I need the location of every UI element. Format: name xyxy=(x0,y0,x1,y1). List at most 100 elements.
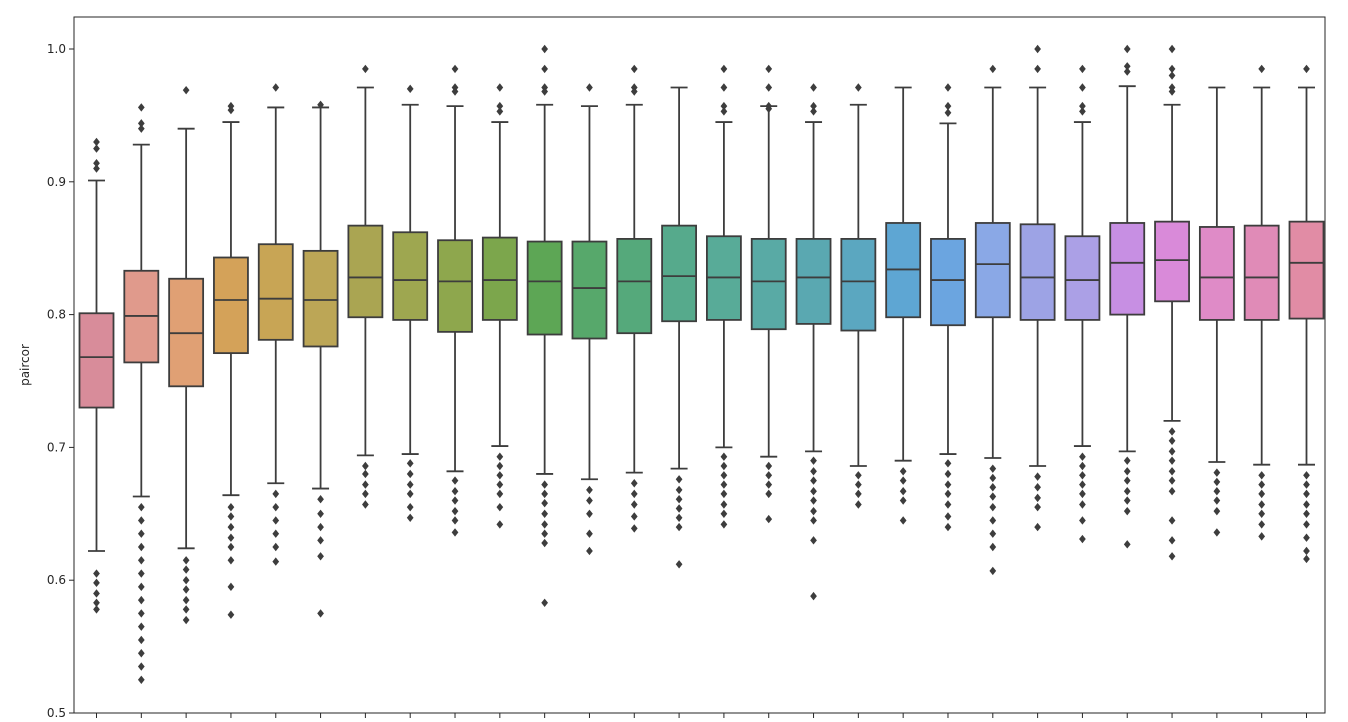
box-iqr xyxy=(750,238,787,331)
y-tick-label: 0.9 xyxy=(47,175,66,189)
box-22 xyxy=(1019,44,1056,532)
outlier-point xyxy=(496,101,504,111)
outlier-point xyxy=(137,582,145,592)
outlier-point xyxy=(451,87,459,96)
outlier-point xyxy=(810,107,817,116)
outlier-point xyxy=(989,473,997,483)
box-7 xyxy=(347,64,384,509)
outlier-point xyxy=(137,502,145,512)
outlier-point xyxy=(1168,552,1176,561)
outlier-point xyxy=(93,578,100,588)
outlier-point xyxy=(1079,452,1086,461)
outlier-point xyxy=(1258,489,1266,499)
outlier-point xyxy=(899,496,907,505)
outlier-point xyxy=(272,557,280,566)
outlier-point xyxy=(1258,471,1266,480)
outlier-point xyxy=(899,487,907,496)
outlier-point xyxy=(541,480,549,489)
box-iqr xyxy=(930,238,966,327)
outlier-point xyxy=(720,509,728,518)
outlier-point xyxy=(1079,83,1086,92)
outlier-point xyxy=(586,496,593,505)
outlier-point xyxy=(810,487,817,496)
outlier-point xyxy=(1123,487,1131,496)
outlier-point xyxy=(496,452,504,461)
outlier-point xyxy=(1168,44,1176,54)
outlier-point xyxy=(137,662,145,671)
outlier-point xyxy=(272,542,280,552)
outlier-point xyxy=(810,467,817,476)
outlier-point xyxy=(541,529,549,538)
outlier-point xyxy=(362,500,369,509)
outlier-point xyxy=(1213,487,1221,496)
outlier-point xyxy=(496,520,504,529)
box-iqr xyxy=(1154,220,1190,303)
outlier-point xyxy=(362,461,369,471)
box-iqr xyxy=(302,249,339,348)
outlier-point xyxy=(182,615,190,625)
outlier-point xyxy=(541,498,549,508)
outlier-point xyxy=(317,100,324,109)
outlier-point xyxy=(137,675,145,684)
outlier-point xyxy=(1123,496,1131,505)
outlier-point xyxy=(1168,476,1176,485)
y-axis: 0.5 0.6 0.7 0.8 0.9 1.0 xyxy=(47,42,74,720)
box-21 xyxy=(974,64,1011,576)
outlier-point xyxy=(1258,500,1266,509)
box-iqr xyxy=(1288,220,1325,320)
outlier-point xyxy=(944,489,952,499)
outlier-point xyxy=(989,64,997,74)
outlier-point xyxy=(720,64,728,74)
outlier-point xyxy=(630,500,638,509)
outlier-point xyxy=(630,512,638,521)
outlier-point xyxy=(451,528,459,537)
box-iqr xyxy=(257,243,294,341)
outlier-point xyxy=(720,471,728,480)
outlier-point xyxy=(586,546,593,556)
boxes-layer xyxy=(78,44,1325,684)
outlier-point xyxy=(496,83,504,92)
outlier-point xyxy=(1213,468,1221,477)
outlier-point xyxy=(810,83,817,92)
box-iqr xyxy=(795,238,832,325)
outlier-point xyxy=(93,159,100,168)
outlier-point xyxy=(541,489,549,499)
outlier-point xyxy=(1303,64,1310,74)
outlier-point xyxy=(989,542,997,552)
outlier-point xyxy=(675,494,683,504)
outlier-point xyxy=(496,461,504,471)
outlier-point xyxy=(630,87,638,96)
outlier-point xyxy=(1213,528,1221,537)
outlier-point xyxy=(182,585,190,594)
outlier-point xyxy=(1258,64,1266,74)
outlier-point xyxy=(810,591,817,601)
outlier-point xyxy=(541,509,549,518)
box-19 xyxy=(885,86,922,525)
outlier-point xyxy=(630,479,638,488)
outlier-point xyxy=(720,480,728,489)
y-axis-label: paircor xyxy=(18,344,32,386)
outlier-point xyxy=(362,469,369,479)
outlier-point xyxy=(227,522,235,532)
box-8 xyxy=(392,84,429,522)
outlier-point xyxy=(1123,506,1131,516)
outlier-point xyxy=(765,64,773,74)
outlier-point xyxy=(317,552,324,561)
outlier-point xyxy=(1034,502,1041,512)
outlier-point xyxy=(541,538,549,548)
outlier-point xyxy=(989,529,997,538)
outlier-point xyxy=(675,475,683,484)
outlier-point xyxy=(1034,493,1041,503)
outlier-point xyxy=(675,560,683,569)
box-iqr xyxy=(213,256,249,355)
outlier-point xyxy=(1168,87,1176,96)
outlier-point xyxy=(1079,534,1086,544)
outlier-point xyxy=(1168,536,1176,545)
outlier-point xyxy=(586,83,593,92)
outlier-point xyxy=(1303,471,1310,480)
outlier-point xyxy=(1034,472,1041,481)
outlier-point xyxy=(317,522,324,532)
outlier-point xyxy=(93,605,100,614)
box-iqr xyxy=(1109,222,1146,316)
outlier-point xyxy=(362,64,369,74)
